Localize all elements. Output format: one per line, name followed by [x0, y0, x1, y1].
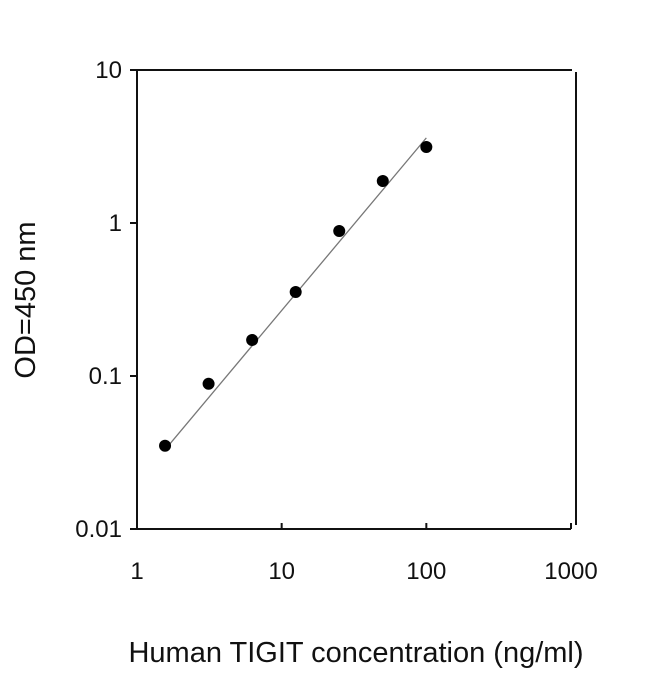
plot-frame: [136, 69, 577, 530]
data-points: [159, 140, 433, 452]
data-point: [202, 377, 215, 390]
x-tick-label: 100: [406, 558, 446, 585]
data-point: [376, 175, 389, 188]
x-tick-label: 10: [268, 558, 295, 585]
y-tick-label: 0.1: [89, 363, 122, 390]
y-tick-label: 0.01: [75, 516, 122, 543]
y-axis: 0.01 0.1 1 10: [75, 57, 137, 543]
data-point: [159, 439, 172, 452]
x-tick-label: 1000: [544, 558, 597, 585]
data-point: [420, 140, 433, 153]
x-tick-label: 1: [130, 558, 143, 585]
data-point: [246, 333, 259, 346]
y-tick-label: 10: [95, 57, 122, 84]
y-tick-label: 1: [109, 210, 122, 237]
y-axis-title: OD=450 nm: [10, 221, 42, 378]
x-axis-title: Human TIGIT concentration (ng/ml): [128, 637, 583, 669]
data-point: [333, 224, 346, 237]
x-axis: 1 10 100 1000: [130, 523, 598, 585]
data-point: [289, 286, 302, 299]
